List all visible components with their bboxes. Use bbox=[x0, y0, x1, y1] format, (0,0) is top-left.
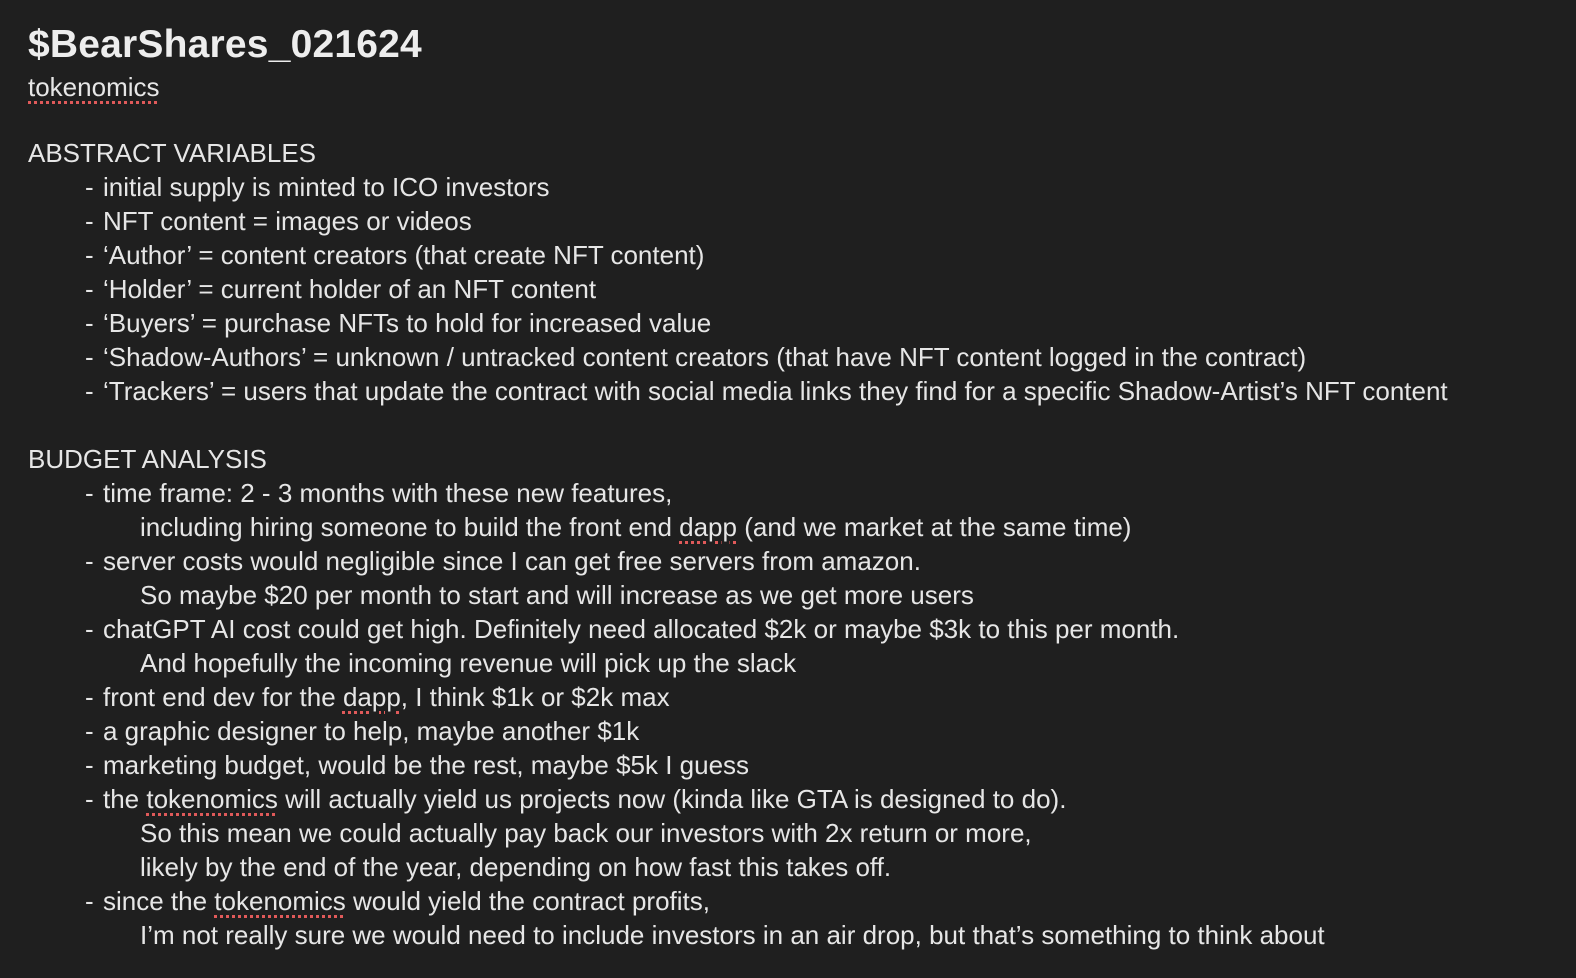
list-item: - ‘Author’ = content creators (that creat… bbox=[85, 240, 705, 270]
misspelled-word[interactable]: dapp bbox=[342, 682, 401, 712]
budget-analysis-section: BUDGET ANALYSIS - time frame: 2 - 3 month… bbox=[28, 442, 1576, 952]
list-item: - the tokenomics will actually yield us p… bbox=[85, 784, 1067, 814]
list-item: - marketing budget, would be the rest, ma… bbox=[85, 750, 750, 780]
list-item-continuation: likely by the end of the year, depending… bbox=[140, 852, 892, 882]
list-item: - since the tokenomics would yield the co… bbox=[85, 886, 710, 916]
list-item-continuation: I’m not really sure we would need to inc… bbox=[140, 920, 1325, 950]
list-item: -a graphic designer to help, maybe anoth… bbox=[85, 716, 640, 746]
list-item: - time frame: 2 - 3 months with these new… bbox=[85, 478, 673, 508]
list-item-continuation: So maybe $20 per month to start and will… bbox=[140, 580, 974, 610]
list-item: - server costs would negligible since I c… bbox=[85, 546, 921, 576]
list-item-continuation: And hopefully the incoming revenue will … bbox=[140, 648, 797, 678]
section-heading: BUDGET ANALYSIS bbox=[28, 444, 267, 474]
misspelled-word[interactable]: tokenomics bbox=[214, 886, 346, 916]
list-item: - front end dev for the dapp, I think $1k… bbox=[85, 682, 670, 712]
list-item: - ‘Shadow-Authors’ = unknown / untracked … bbox=[85, 342, 1307, 372]
note-title[interactable]: $BearShares_021624 bbox=[28, 23, 422, 66]
misspelled-word[interactable]: tokenomics bbox=[28, 72, 160, 102]
section-heading: ABSTRACT VARIABLES bbox=[28, 138, 317, 168]
list-item: - ‘Holder’ = current holder of an NFT con… bbox=[85, 274, 597, 304]
list-item: - NFT content = images or videos bbox=[85, 206, 472, 236]
list-item-continuation: So this mean we could actually pay back … bbox=[140, 818, 1032, 848]
list-item: - ‘Buyers’ = purchase NFTs to hold for in… bbox=[85, 308, 712, 338]
list-item: - chatGPT AI cost could get high. Definit… bbox=[85, 614, 1180, 644]
abstract-variables-section: ABSTRACT VARIABLES - initial supply is mi… bbox=[28, 136, 1576, 408]
note-subtitle[interactable]: tokenomics bbox=[28, 72, 1576, 102]
misspelled-word[interactable]: tokenomics bbox=[146, 784, 278, 814]
misspelled-word[interactable]: dapp bbox=[679, 512, 737, 542]
list-item: - ‘Trackers’ = users that update the cont… bbox=[85, 376, 1448, 406]
list-item: - initial supply is minted to ICO investo… bbox=[85, 172, 550, 202]
list-item-continuation: including hiring someone to build the fr… bbox=[140, 512, 1132, 542]
